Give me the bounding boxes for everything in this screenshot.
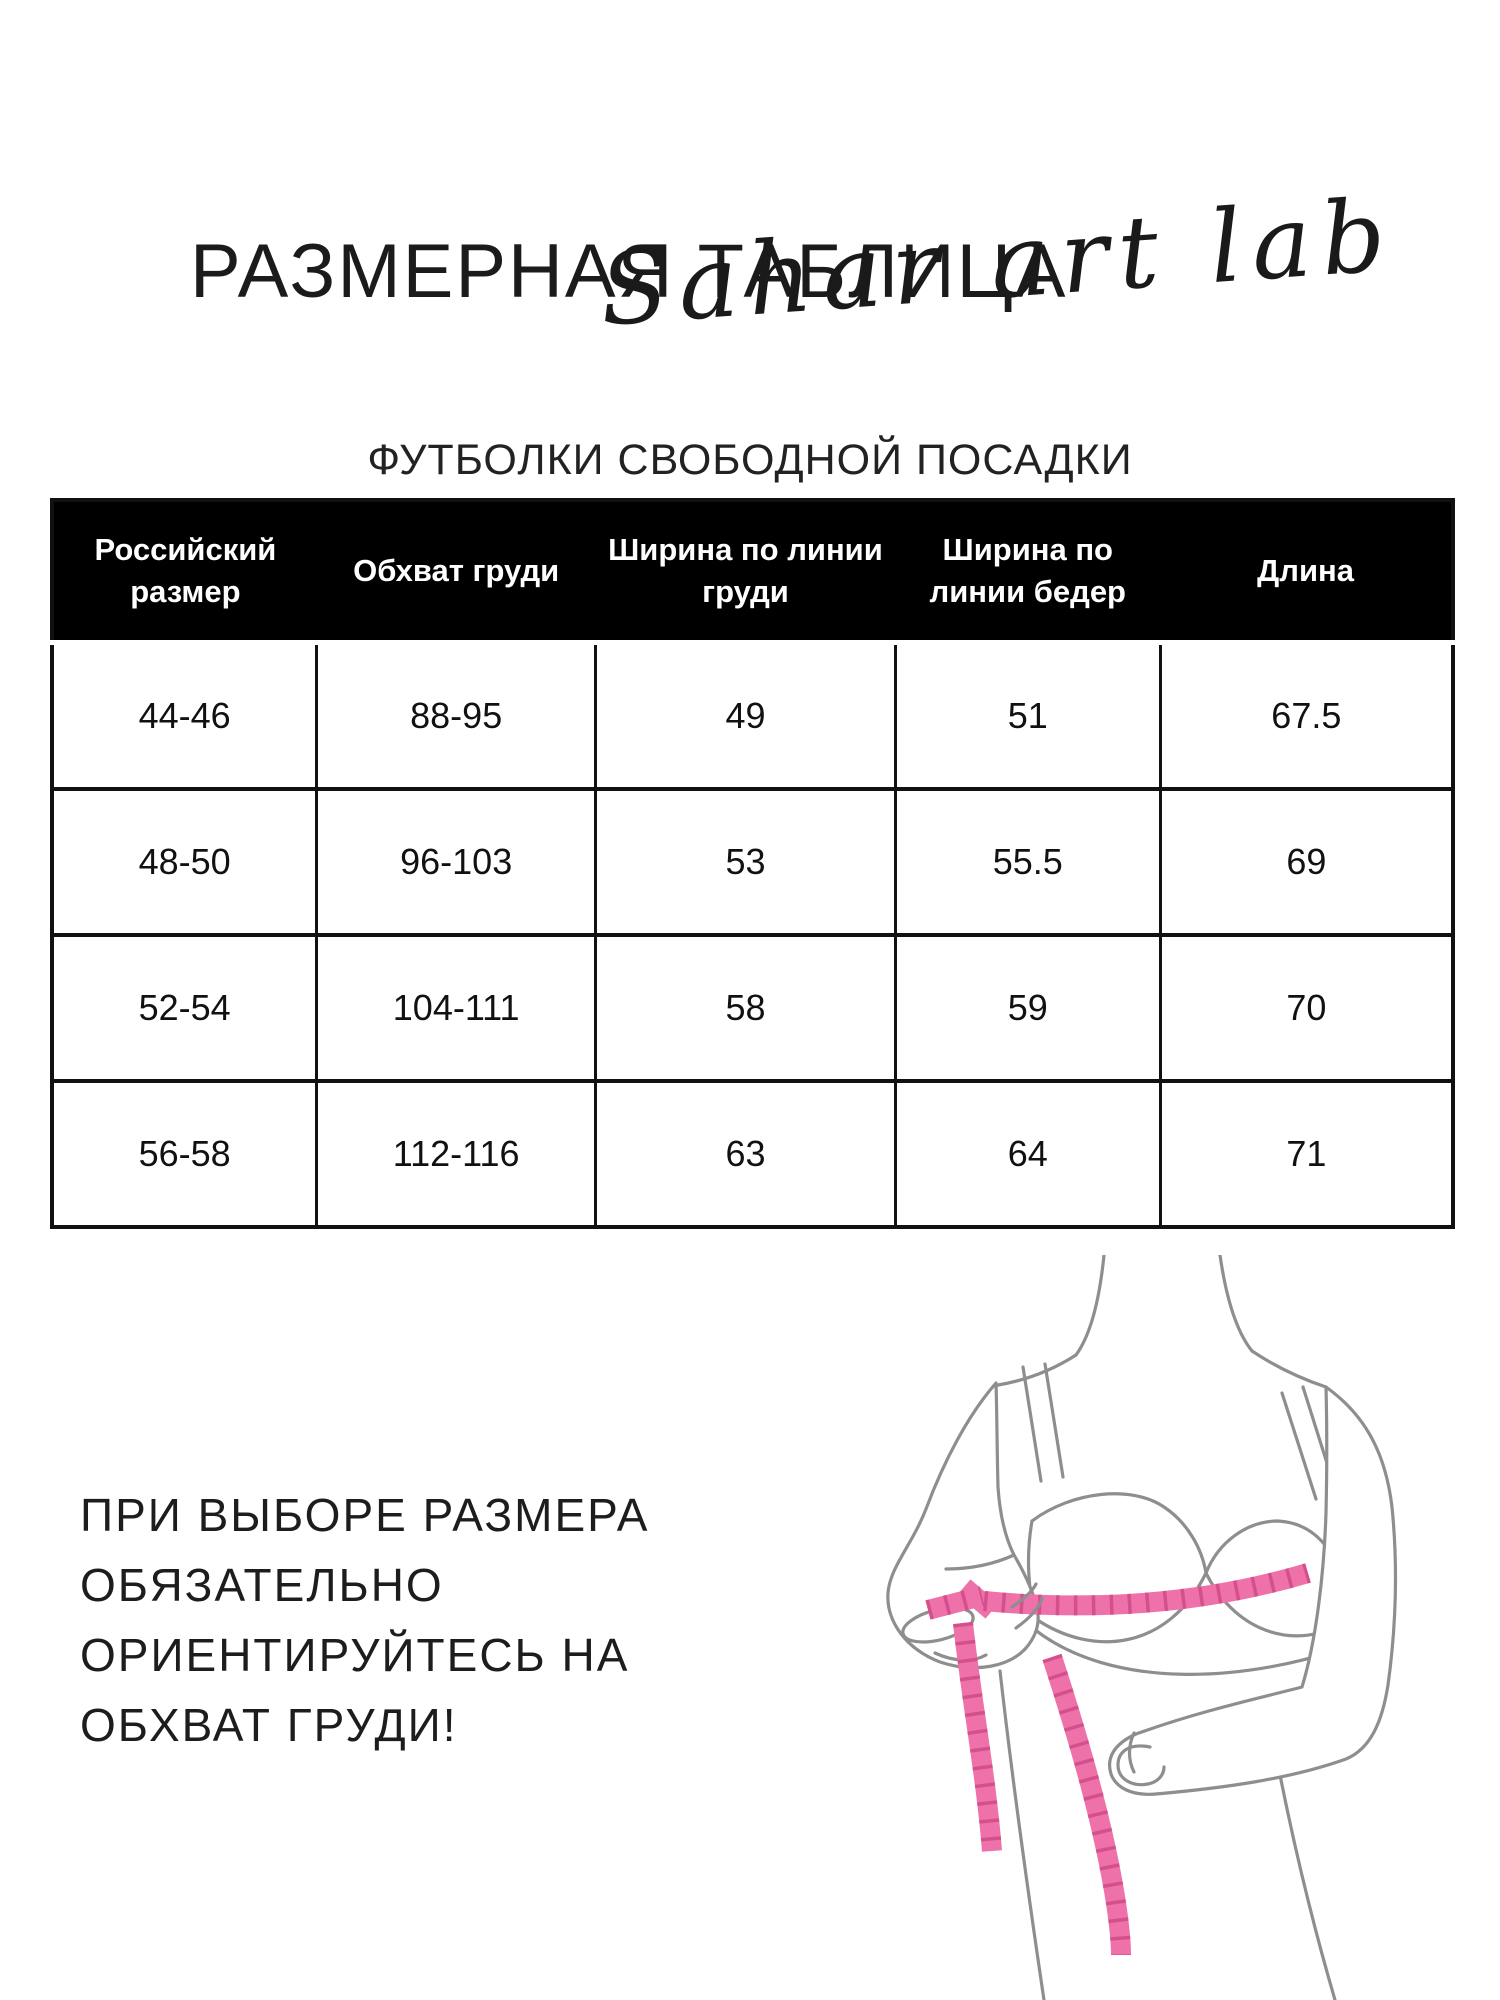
figure-lines (996, 1255, 1360, 2000)
table-cell: 69 (1158, 787, 1455, 937)
table-cell: 63 (594, 1079, 897, 1229)
table-cell: 64 (893, 1079, 1162, 1229)
neck-left-line (1074, 1255, 1106, 1357)
right-hand-finger-line (1127, 1731, 1136, 1774)
table-cell: 71 (1158, 1079, 1455, 1229)
bra-strap-right (1280, 1391, 1318, 1501)
table-cell: 67.5 (1158, 640, 1455, 791)
bra-strap-left2 (1043, 1362, 1065, 1479)
note-line: ПРИ ВЫБОРЕ РАЗМЕРА (80, 1489, 650, 1541)
left-hand-finger-line2 (1014, 1596, 1044, 1630)
table-cell: 55.5 (893, 787, 1162, 937)
right-arm-shape (1108, 1385, 1398, 1796)
tape-hanging-right (1042, 1653, 1131, 1956)
left-hand-finger-line1 (1010, 1582, 1038, 1609)
table-cell: 112-116 (315, 1079, 598, 1229)
size-note: ПРИ ВЫБОРЕ РАЗМЕРА ОБЯЗАТЕЛЬНО ОРИЕНТИРУЙТ… (80, 1480, 800, 1760)
tape-hanging-left (953, 1621, 1002, 1852)
neck-right-line (1218, 1255, 1254, 1353)
note-line: ОБХВАТ ГРУДИ! (80, 1699, 458, 1751)
shoulder-left-line (996, 1353, 1078, 1387)
table-cell: 96-103 (315, 787, 598, 937)
figure-hands (1010, 1385, 1398, 1796)
table-cell: 70 (1158, 933, 1455, 1083)
torso-left-line (998, 1669, 1046, 2000)
table-row: 48-50 96-103 53 55.5 69 (50, 787, 1455, 937)
table-cell: 48-50 (50, 787, 319, 937)
woman-measuring-illustration (886, 1255, 1398, 2000)
size-table: Российский размер Обхват груди Ширина по л… (50, 498, 1455, 1229)
table-cell: 53 (594, 787, 897, 937)
brand-logo-script: Sahar art lab (596, 176, 1399, 349)
note-line: ОРИЕНТИРУЙТЕСЬ НА (80, 1629, 630, 1681)
note-line: ОБЯЗАТЕЛЬНО (80, 1559, 444, 1611)
tape-base (925, 1563, 1311, 1956)
table-cell: 44-46 (50, 640, 319, 791)
table-row: 56-58 112-116 63 64 71 (50, 1079, 1455, 1229)
table-cell: 52-54 (50, 933, 319, 1083)
column-header: Ширина по линии груди (595, 500, 896, 645)
column-header: Длина (1160, 500, 1453, 645)
table-cell: 104-111 (315, 933, 598, 1083)
header-row: Российский размер Обхват груди Ширина по л… (52, 500, 1453, 645)
table-cell: 58 (594, 933, 897, 1083)
table-cell: 59 (893, 933, 1162, 1083)
table-body: 44-46 88-95 49 51 67.5 48-50 96-103 53 55.5 69 52-… (50, 640, 1455, 1229)
bent-arm-fold-line (944, 1553, 1016, 1571)
table-cell: 56-58 (50, 1079, 319, 1229)
subtitle: ФУТБОЛКИ СВОБОДНОЙ ПОСАДКИ (367, 436, 1133, 484)
column-header: Ширина по линии бедер (895, 500, 1161, 645)
table-cell: 88-95 (315, 640, 598, 791)
bra-strap-left (1021, 1365, 1043, 1483)
table-row: 52-54 104-111 58 59 70 (50, 933, 1455, 1083)
bra-cup-left-top (1030, 1492, 1208, 1575)
tape-bust-band (983, 1563, 1311, 1616)
column-header: Обхват груди (316, 500, 596, 645)
tape-knot (957, 1579, 999, 1619)
page-title: РАЗМЕРНАЯ ТАБЛИЦА (190, 229, 1068, 314)
measuring-tape (925, 1563, 1311, 1956)
column-header: Российский размер (52, 500, 317, 645)
torso-right-line (1278, 1773, 1337, 2000)
table-row: 44-46 88-95 49 51 67.5 (50, 640, 1455, 791)
table-cell: 51 (893, 640, 1162, 791)
shoulder-right-line (1250, 1349, 1328, 1389)
table-cell: 49 (594, 640, 897, 791)
